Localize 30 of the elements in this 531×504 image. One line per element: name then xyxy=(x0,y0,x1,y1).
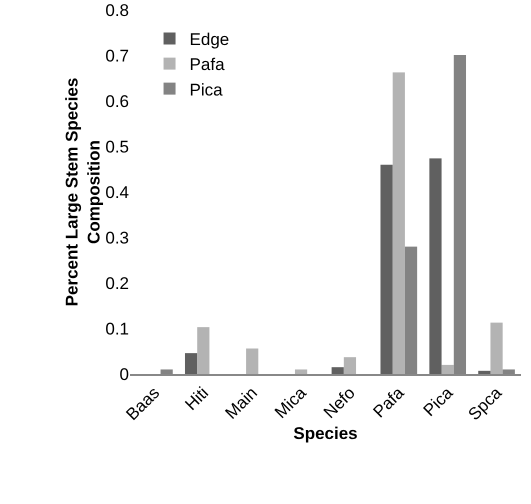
bar xyxy=(294,369,308,374)
y-tick-label: 0.2 xyxy=(105,274,129,293)
bar xyxy=(344,357,356,374)
bar xyxy=(332,367,344,374)
bar xyxy=(490,322,503,374)
bar xyxy=(246,348,258,374)
y-tick-label: 0 xyxy=(120,364,129,384)
legend-label: Edge xyxy=(190,30,230,50)
y-tick-label: 0.5 xyxy=(105,137,129,156)
y-axis-title: Percent Large Stem Species Composition xyxy=(62,78,104,306)
bar xyxy=(442,364,454,374)
bar xyxy=(184,353,198,374)
bar xyxy=(478,370,490,374)
y-tick-label: 0.3 xyxy=(105,228,129,248)
bar xyxy=(429,158,442,374)
x-tick-label: Hiti xyxy=(181,383,212,414)
bar xyxy=(197,327,210,374)
bar xyxy=(380,164,393,374)
y-tick-label: 0.8 xyxy=(105,0,129,20)
bar xyxy=(392,72,405,374)
legend-label: Pica xyxy=(190,80,224,100)
y-tick-label: 0.4 xyxy=(105,182,129,202)
x-tick-label: Nefo xyxy=(320,383,359,422)
legend-label: Pafa xyxy=(190,55,226,74)
y-tick-label: 0.6 xyxy=(105,92,129,111)
y-tick-label: 0.7 xyxy=(105,46,129,66)
y-tick-label: 0.1 xyxy=(105,319,129,338)
x-tick-label: Pafa xyxy=(369,382,408,422)
x-axis-title: Species xyxy=(293,424,358,444)
x-tick-label: Pica xyxy=(420,382,457,420)
